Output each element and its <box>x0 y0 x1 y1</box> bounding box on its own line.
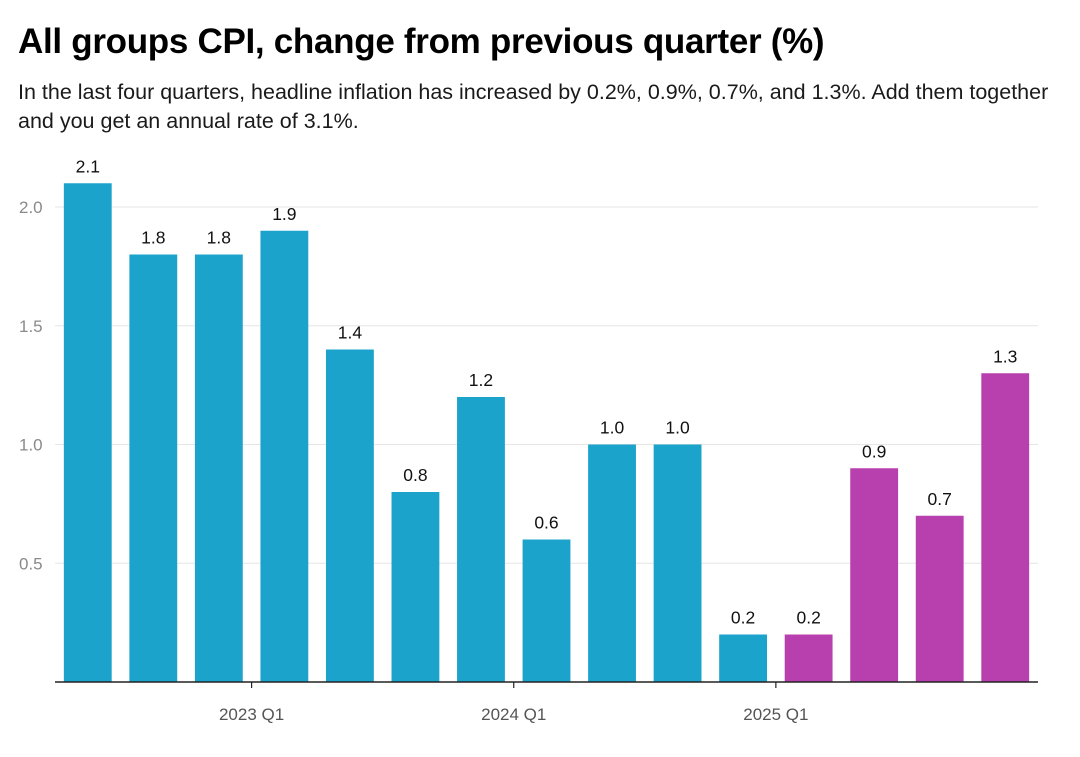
bar <box>981 373 1030 682</box>
x-tick-label: 2024 Q1 <box>481 705 546 724</box>
x-tick-label: 2025 Q1 <box>743 705 808 724</box>
y-tick-label: 1.5 <box>19 317 43 336</box>
bar-value-label: 2.1 <box>76 156 100 176</box>
bar-value-label: 0.2 <box>731 608 755 628</box>
bar <box>63 183 112 682</box>
bar-value-label: 0.6 <box>534 513 558 533</box>
bar <box>194 254 243 682</box>
bar-value-label: 0.7 <box>928 489 952 509</box>
bar-value-label: 0.8 <box>403 465 427 485</box>
bar-value-label: 1.9 <box>272 204 296 224</box>
bar-value-label: 1.3 <box>993 346 1017 366</box>
chart-title: All groups CPI, change from previous qua… <box>18 22 825 61</box>
bar <box>391 492 440 682</box>
bar-value-label: 1.0 <box>600 418 625 438</box>
y-tick-label: 2.0 <box>19 198 43 217</box>
bar-value-label: 1.4 <box>338 323 363 343</box>
bar <box>457 397 505 682</box>
bar <box>588 444 636 682</box>
bar <box>719 634 768 682</box>
bar <box>915 515 964 682</box>
bar <box>129 254 178 682</box>
x-tick-label: 2023 Q1 <box>219 705 284 724</box>
bar <box>522 539 571 682</box>
bar <box>260 230 309 682</box>
bar <box>784 634 833 682</box>
bar-value-label: 1.8 <box>207 228 231 248</box>
bar-value-label: 0.2 <box>796 608 820 628</box>
bar-value-label: 1.8 <box>141 228 165 248</box>
bar <box>325 349 374 682</box>
bar-value-label: 1.2 <box>469 370 493 390</box>
bar-value-label: 0.9 <box>862 441 886 461</box>
y-tick-label: 1.0 <box>19 436 43 455</box>
bar <box>653 444 702 682</box>
chart-subtitle: In the last four quarters, headline infl… <box>18 80 1049 133</box>
bar <box>850 468 899 682</box>
y-tick-label: 0.5 <box>19 554 43 573</box>
bar-value-label: 1.0 <box>665 418 690 438</box>
